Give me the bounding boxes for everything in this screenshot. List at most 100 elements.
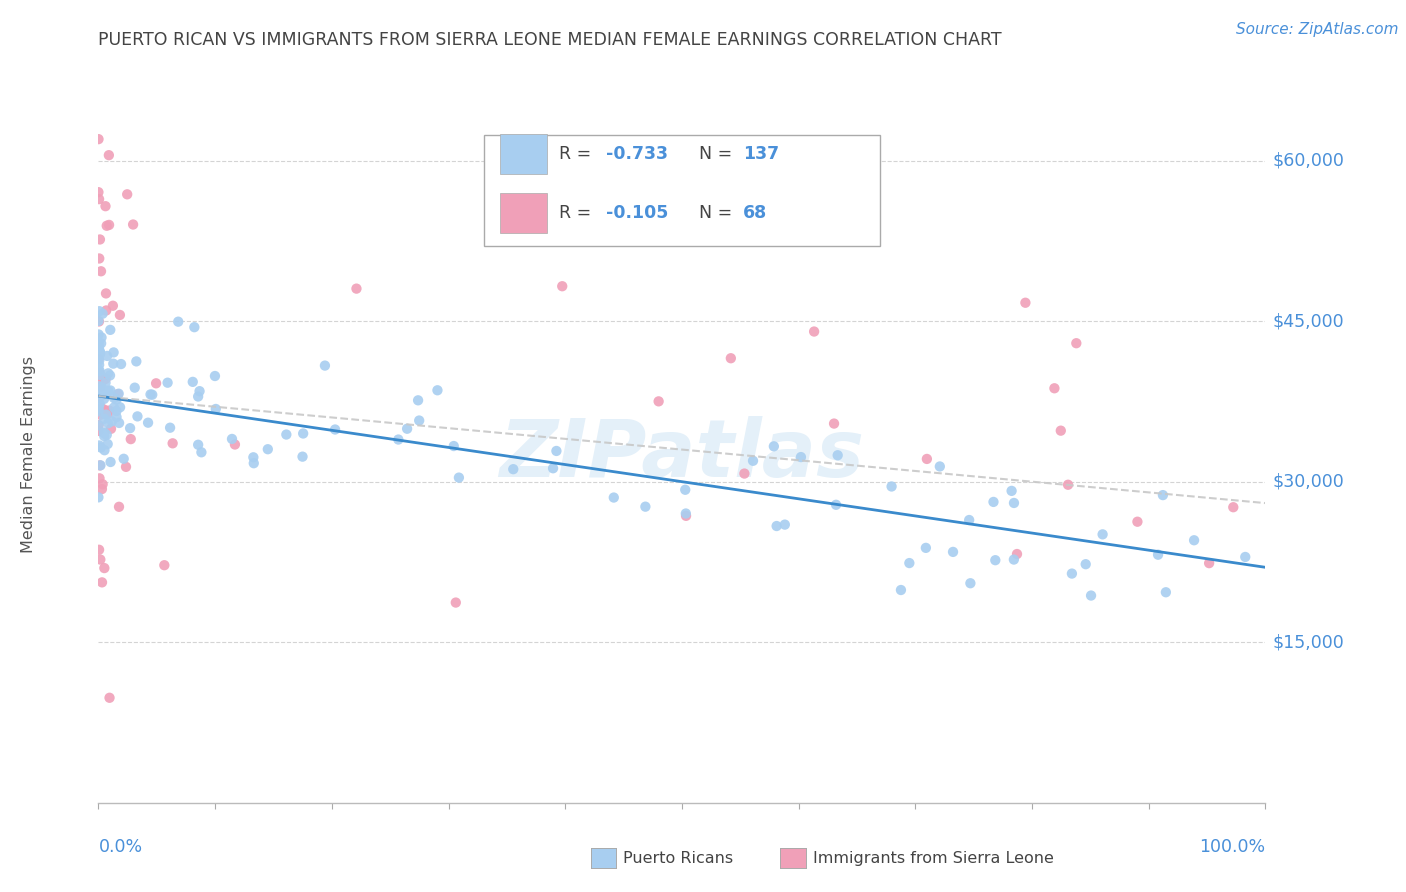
Point [673,483,696,497]
Point [87,362,110,376]
Point [87,417,110,432]
Point [915,452,938,467]
Point [87,352,110,367]
Point [1126,515,1149,529]
Point [942,545,965,559]
Point [765,519,787,533]
Point [89,344,111,359]
Point [153,558,176,573]
FancyBboxPatch shape [484,135,880,246]
Point [89,380,111,394]
FancyBboxPatch shape [501,194,547,233]
Point [204,401,226,416]
Point [89,552,111,566]
Point [97,367,120,381]
Point [89,368,111,382]
Point [93,402,115,417]
Text: R =: R = [560,145,598,163]
Point [183,320,205,334]
Text: 0.0%: 0.0% [98,838,142,856]
Point [162,436,184,450]
Point [181,375,204,389]
Point [98,368,121,383]
Point [89,364,111,378]
Point [97,437,120,451]
Point [91,575,114,590]
Point [634,500,657,514]
Text: Source: ZipAtlas.com: Source: ZipAtlas.com [1236,22,1399,37]
Point [898,556,921,570]
Point [890,582,912,597]
Point [89,346,111,360]
Point [108,401,131,415]
Point [90,330,112,344]
Point [94,286,117,301]
Point [141,388,163,402]
Point [120,421,142,435]
Point [108,416,131,430]
Point [100,455,122,469]
Point [502,462,524,476]
Point [93,443,115,458]
Point [187,438,209,452]
Point [87,542,110,557]
Point [96,428,118,442]
Text: 68: 68 [742,204,766,222]
Point [87,185,110,199]
Point [256,442,278,457]
Point [984,553,1007,567]
Point [87,399,110,413]
Text: Median Female Earnings: Median Female Earnings [21,357,35,553]
Point [125,354,148,368]
Point [87,314,110,328]
Point [122,218,145,232]
Text: ZIPatlas: ZIPatlas [499,416,865,494]
Point [90,482,112,496]
Point [346,282,368,296]
Point [91,477,114,491]
Point [880,479,903,493]
Point [87,382,110,396]
Point [98,218,121,232]
Point [1091,527,1114,541]
Point [103,345,125,359]
Point [221,432,243,446]
Point [105,392,128,407]
Point [443,439,465,453]
Point [93,384,115,398]
Point [145,376,167,391]
Point [156,376,179,390]
Text: N =: N = [699,145,738,163]
Point [103,401,125,415]
Point [773,517,796,532]
Point [90,389,112,403]
Text: 100.0%: 100.0% [1199,838,1265,856]
Point [105,410,128,425]
Point [1222,500,1244,515]
Point [159,420,181,434]
Point [1002,552,1025,566]
Point [87,192,110,206]
Point [90,441,112,455]
Point [675,507,697,521]
Text: N =: N = [699,204,738,222]
Point [291,450,314,464]
Point [742,454,765,468]
Point [87,339,110,353]
Point [187,390,209,404]
Point [93,411,115,425]
Point [107,386,129,401]
Point [823,417,845,431]
Point [1152,488,1174,502]
Text: PUERTO RICAN VS IMMIGRANTS FROM SIERRA LEONE MEDIAN FEMALE EARNINGS CORRELATION : PUERTO RICAN VS IMMIGRANTS FROM SIERRA L… [98,31,1002,49]
Point [93,561,115,575]
Point [100,422,122,436]
Point [1000,483,1022,498]
Point [603,491,626,505]
Point [89,358,111,372]
Point [1234,549,1257,564]
Point [447,470,470,484]
Point [242,450,264,465]
Point [89,471,111,485]
Point [87,424,110,438]
